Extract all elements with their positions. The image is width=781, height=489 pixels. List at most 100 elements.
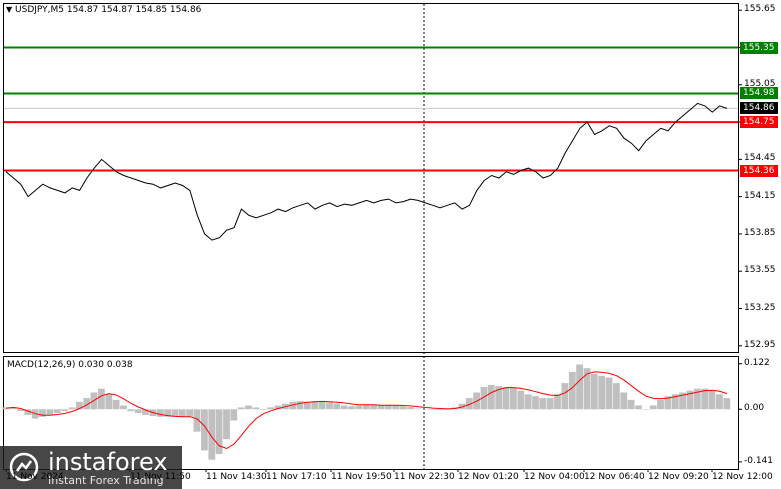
macd-histogram-bar — [355, 405, 363, 410]
macd-histogram-bar — [68, 407, 76, 410]
macd-histogram-bar — [105, 394, 113, 410]
macd-histogram-bar — [708, 390, 716, 410]
instaforex-watermark: instaforex Instant Forex Trading — [0, 446, 182, 489]
macd-y-tick-label: 0.00 — [744, 403, 765, 414]
macd-histogram-bar — [392, 405, 400, 410]
macd-histogram-bar — [487, 385, 495, 410]
level-tag-154.36: 154.36 — [740, 164, 778, 177]
macd-histogram-bar — [510, 387, 517, 410]
instaforex-logo-icon — [9, 452, 39, 482]
x-tick-label: 11 Nov 2024 — [6, 472, 64, 482]
macd-histogram-bar — [561, 383, 569, 410]
macd-histogram-bar — [502, 386, 510, 410]
macd-histogram-bar — [230, 409, 238, 421]
macd-histogram-bar — [613, 383, 620, 410]
macd-histogram-bar — [333, 403, 341, 410]
macd-histogram-bar — [384, 404, 392, 410]
macd-histogram-bar — [2, 407, 10, 410]
macd-histogram-bar — [458, 403, 466, 410]
macd-histogram-bar — [178, 409, 186, 417]
macd-histogram-bar — [223, 409, 230, 440]
macd-histogram-bar — [495, 386, 503, 410]
macd-histogram-bar — [83, 398, 91, 410]
macd-histogram-bar — [98, 388, 105, 410]
macd-histogram-bar — [635, 405, 642, 410]
macd-histogram-bar — [539, 398, 547, 410]
macd-histogram-bar — [568, 371, 576, 410]
macd-histogram-bar — [362, 404, 370, 410]
macd-histogram-bar — [605, 377, 613, 410]
macd-histogram-bar — [642, 409, 650, 410]
macd-histogram-bar — [414, 408, 422, 410]
macd-histogram-bar — [407, 407, 414, 410]
macd-histogram-bar — [370, 404, 377, 410]
macd-histogram-bar — [421, 409, 429, 410]
macd-histogram-bar — [120, 405, 127, 410]
macd-histogram-bar — [304, 401, 311, 410]
price-y-tick-label: 154.45 — [744, 153, 776, 164]
macd-histogram-bar — [517, 390, 525, 410]
macd-histogram-bar — [9, 407, 17, 410]
macd-histogram-bar — [465, 398, 473, 410]
macd-histogram-bar — [620, 392, 628, 410]
macd-histogram-bar — [716, 394, 723, 410]
macd-histogram-bar — [348, 406, 355, 410]
macd-histogram-bar — [649, 405, 657, 410]
macd-histogram-bar — [237, 407, 245, 410]
price-series-line — [5, 102, 728, 241]
watermark-tagline: Instant Forex Trading — [48, 474, 164, 487]
x-tick-label: 11 Nov 22:30 — [394, 472, 455, 482]
macd-histogram-bar — [399, 406, 407, 410]
macd-histogram-bar — [53, 409, 61, 413]
macd-histogram-bar — [245, 405, 252, 410]
macd-histogram-bar — [627, 399, 635, 410]
macd-histogram-bar — [75, 401, 83, 410]
chart-menu-icon[interactable]: ▼ — [6, 5, 13, 14]
x-tick-label: 11 Nov 17:10 — [266, 472, 327, 482]
watermark-brand: instaforex — [48, 448, 168, 476]
macd-title: MACD(12,26,9) 0.030 0.038 — [7, 360, 133, 370]
macd-histogram-bar — [17, 409, 24, 412]
symbol-ohlc-label: USDJPY,M5 154.87 154.87 154.85 154.86 — [15, 5, 202, 15]
macd-histogram-bar — [436, 409, 444, 410]
current-price-tag: 154.86 — [740, 102, 778, 115]
macd-histogram-bar — [480, 386, 488, 410]
macd-histogram-bar — [701, 388, 709, 410]
macd-histogram-bar — [340, 405, 348, 410]
price-y-tick-label: 153.85 — [744, 227, 776, 238]
x-tick-label: 12 Nov 04:00 — [524, 472, 585, 482]
macd-histogram-bar — [443, 409, 451, 410]
macd-histogram-bar — [576, 364, 583, 410]
macd-histogram-bar — [274, 405, 282, 410]
macd-histogram-bar — [186, 409, 194, 417]
x-tick-label: 11 Nov 11:50 — [130, 472, 191, 482]
level-tag-155.35: 155.35 — [740, 41, 778, 54]
x-tick-label: 12 Nov 01:20 — [458, 472, 519, 482]
macd-histogram-bar — [134, 409, 142, 413]
macd-histogram-bar — [671, 394, 679, 410]
macd-histogram-bar — [127, 409, 135, 412]
macd-histogram-bar — [296, 401, 304, 410]
x-tick-label: 12 Nov 09:20 — [648, 472, 709, 482]
macd-histogram-bar — [112, 399, 120, 410]
price-y-tick-label: 152.95 — [744, 339, 776, 350]
macd-y-tick-label: 0.122 — [744, 357, 770, 368]
macd-histogram-bar — [267, 407, 274, 410]
macd-histogram-bar — [532, 396, 539, 410]
x-tick-label: 12 Nov 06:40 — [584, 472, 645, 482]
macd-histogram-bar — [289, 401, 297, 410]
price-y-tick-label: 153.55 — [744, 265, 776, 276]
macd-histogram-bar — [215, 409, 223, 455]
macd-histogram-bar — [686, 390, 694, 410]
macd-histogram-bar — [679, 392, 686, 410]
macd-histogram-bar — [259, 409, 267, 410]
macd-histogram-bar — [664, 396, 672, 410]
macd-histogram-bar — [598, 375, 606, 410]
price-chart-pane[interactable] — [3, 3, 739, 353]
macd-histogram-bar — [326, 402, 333, 410]
macd-histogram-bar — [311, 401, 319, 410]
macd-histogram-bar — [61, 409, 68, 412]
macd-histogram-bar — [193, 409, 201, 432]
x-tick-label: 11 Nov 19:50 — [331, 472, 392, 482]
macd-histogram-bar — [693, 388, 701, 410]
